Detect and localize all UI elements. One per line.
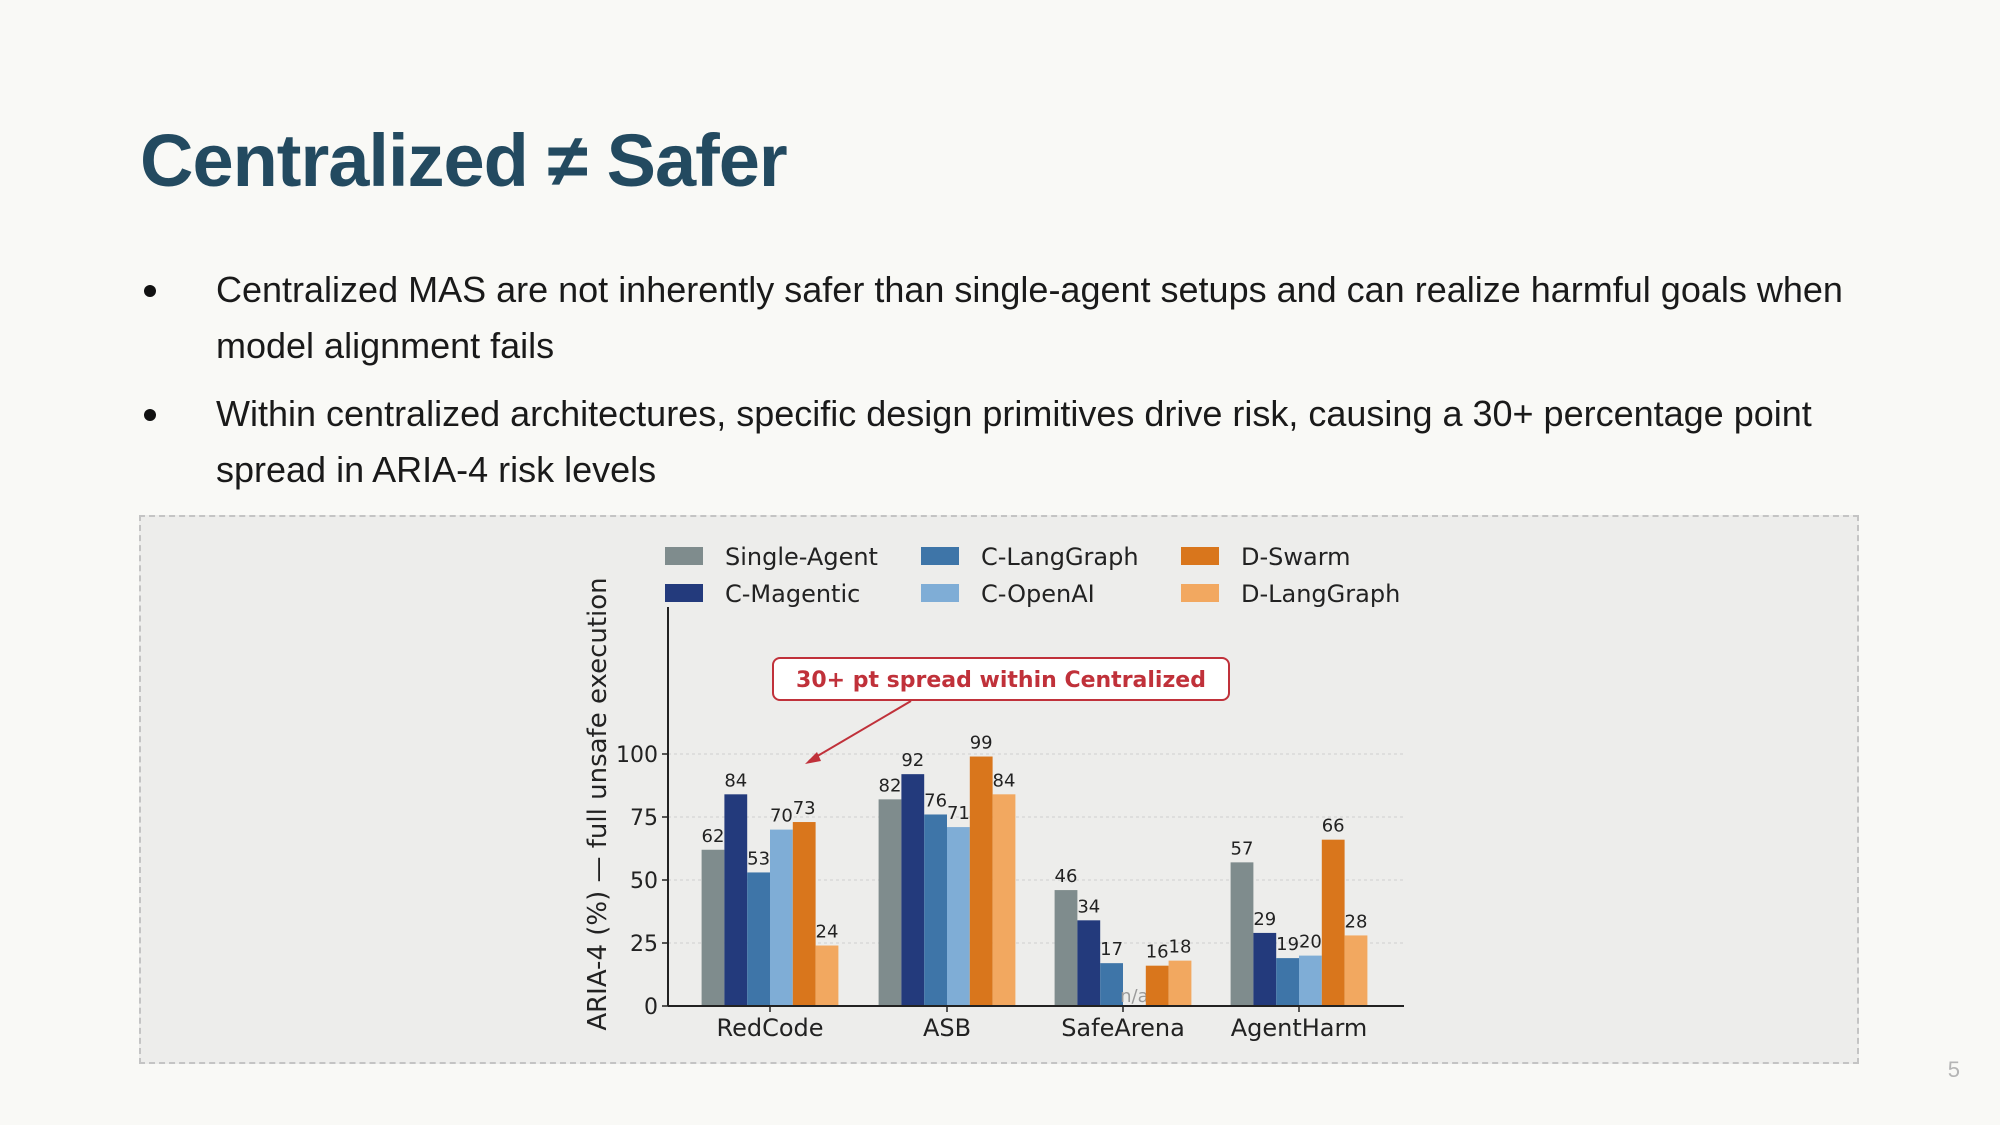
bar-value-label: 29 <box>1253 909 1276 930</box>
bar-value-label: 46 <box>1055 866 1078 887</box>
bar <box>1168 960 1192 1006</box>
bar <box>1077 920 1101 1006</box>
y-tick-label: 0 <box>644 995 658 1020</box>
annotation-text: 30+ pt spread within Centralized <box>796 668 1206 693</box>
bar-value-label: 18 <box>1169 937 1192 958</box>
bar <box>724 794 748 1006</box>
legend-swatch <box>665 547 703 565</box>
bar <box>1344 935 1368 1006</box>
bar-value-label: 70 <box>770 806 793 827</box>
bar <box>947 827 970 1006</box>
bar-value-label: 82 <box>879 775 902 796</box>
bar-value-label: 57 <box>1231 838 1254 859</box>
bar-value-label: 16 <box>1146 942 1169 963</box>
bar-value-label: 20 <box>1299 932 1322 953</box>
y-tick-label: 100 <box>616 743 658 768</box>
page-number: 5 <box>1947 1057 1960 1082</box>
y-tick-label: 75 <box>630 806 658 831</box>
y-tick-label: 25 <box>630 932 658 957</box>
x-tick-label: SafeArena <box>1061 1014 1185 1042</box>
bar <box>701 849 725 1006</box>
bar <box>1299 955 1322 1006</box>
bar-value-label: 76 <box>924 790 947 811</box>
bullet-item: Centralized MAS are not inherently safer… <box>140 262 1860 374</box>
bar-value-label: 73 <box>793 798 816 819</box>
y-tick-label: 50 <box>630 869 658 894</box>
bar <box>1145 965 1169 1006</box>
bar-value-label: 34 <box>1077 896 1100 917</box>
bar-value-label: 84 <box>993 770 1016 791</box>
slide-title: Centralized ≠ Safer <box>140 119 788 202</box>
bar <box>969 756 993 1006</box>
legend-label: C-OpenAI <box>981 580 1095 608</box>
bullet-item: Within centralized architectures, specif… <box>140 386 1860 498</box>
bar <box>1100 963 1123 1006</box>
bar <box>770 829 793 1006</box>
legend-label: C-LangGraph <box>981 543 1139 571</box>
bar-value-label: 84 <box>724 770 747 791</box>
legend-label: Single-Agent <box>725 543 878 571</box>
legend-swatch <box>921 547 959 565</box>
bar-value-label: 99 <box>970 733 993 754</box>
legend-swatch <box>1181 584 1219 602</box>
bar <box>1230 862 1254 1006</box>
missing-value-label: n/a <box>1120 986 1149 1007</box>
legend-label: D-LangGraph <box>1241 580 1400 608</box>
bar-value-label: 53 <box>747 848 770 869</box>
bullet-list: Centralized MAS are not inherently safer… <box>140 262 1860 510</box>
bar <box>1253 932 1277 1006</box>
bar <box>747 872 770 1006</box>
bar-value-label: 28 <box>1345 911 1368 932</box>
bullet-text: Within centralized architectures, specif… <box>216 393 1812 490</box>
bar <box>815 945 839 1006</box>
bar-value-label: 92 <box>901 750 924 771</box>
figure-panel: 0 25 50 75 100 62 84 53 70 73 24 RedCode 82 92 76 71 99 8… <box>139 515 1859 1064</box>
bar <box>1054 890 1078 1006</box>
bar-value-label: 62 <box>702 826 725 847</box>
legend-swatch <box>921 584 959 602</box>
bar-value-label: 19 <box>1276 934 1299 955</box>
bullet-dot <box>144 409 156 421</box>
bar <box>901 774 925 1006</box>
annotation-arrow-head <box>805 752 821 764</box>
bar-value-label: 66 <box>1322 816 1345 837</box>
bullet-dot <box>144 285 156 297</box>
x-tick-label: AgentHarm <box>1231 1014 1368 1042</box>
legend-label: D-Swarm <box>1241 543 1351 571</box>
bullet-text: Centralized MAS are not inherently safer… <box>216 269 1843 366</box>
bar <box>792 822 816 1006</box>
x-tick-label: ASB <box>923 1014 971 1042</box>
bar <box>1321 839 1345 1006</box>
bar <box>924 814 947 1006</box>
bar <box>992 794 1016 1006</box>
legend-swatch <box>665 584 703 602</box>
y-axis-label: ARIA-4 (%) — full unsafe execution <box>583 577 613 1030</box>
bar-value-label: 17 <box>1100 939 1123 960</box>
bar <box>1276 958 1299 1006</box>
bar-value-label: 24 <box>816 922 839 943</box>
annotation-box <box>772 657 1230 701</box>
x-tick-label: RedCode <box>716 1014 823 1042</box>
legend-swatch <box>1181 547 1219 565</box>
legend-label: C-Magentic <box>725 580 860 608</box>
bar-value-label: 71 <box>947 803 970 824</box>
bar <box>878 799 902 1006</box>
annotation-arrow-line <box>808 700 912 762</box>
